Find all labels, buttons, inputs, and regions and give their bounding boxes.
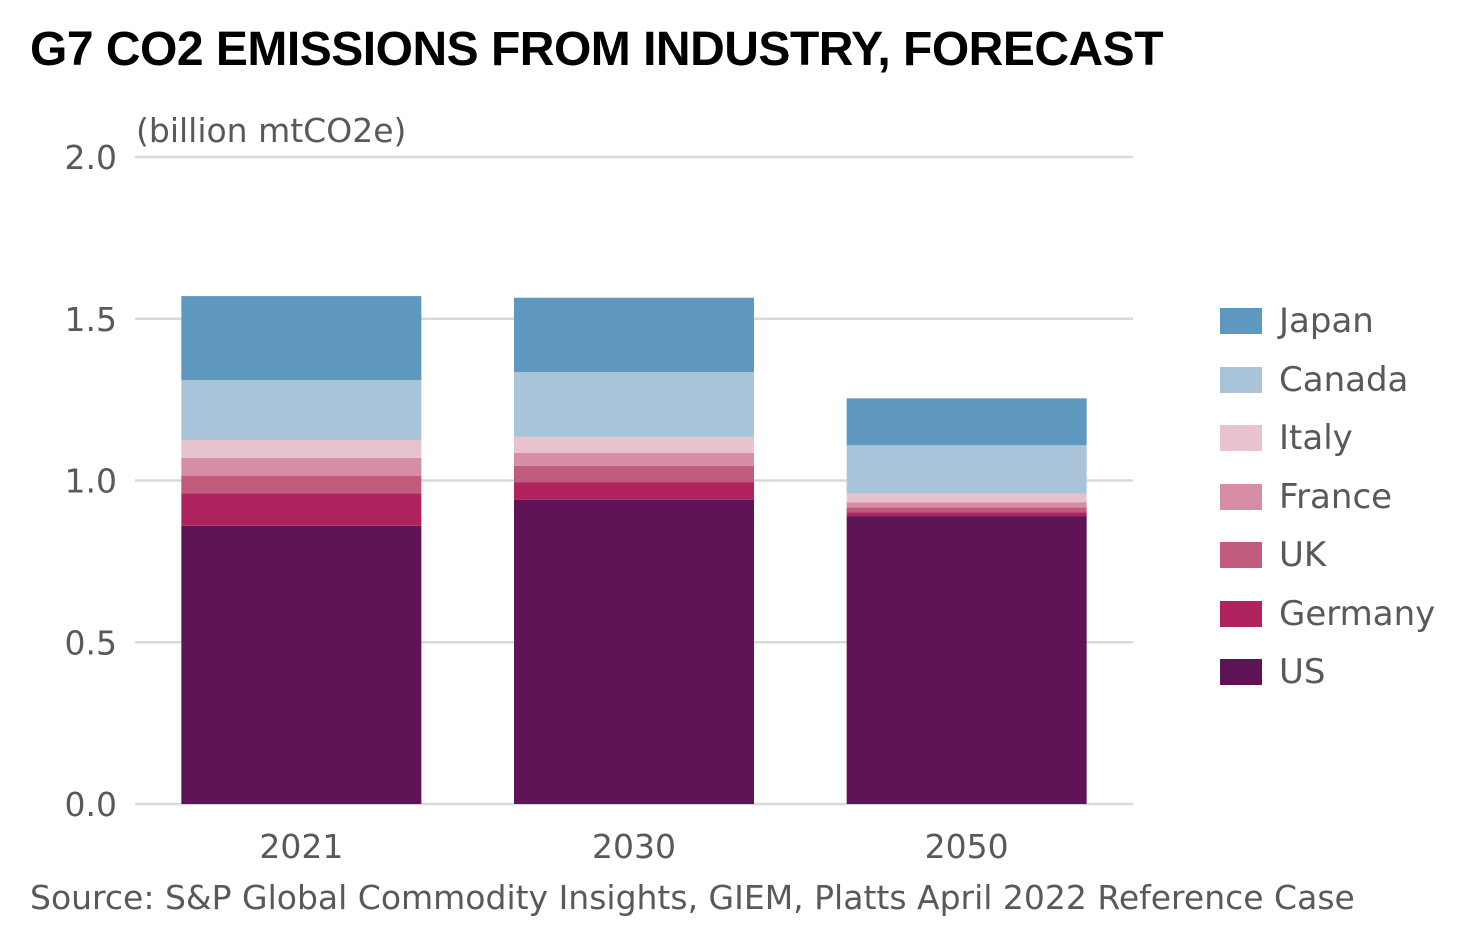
bar-segment-germany-2030 (514, 482, 754, 500)
bar-segment-us-2030 (514, 499, 754, 804)
y-axis-ticks: 0.0 0.5 1.0 1.5 2.0 (65, 138, 117, 824)
legend-item-japan: Japan (1220, 292, 1435, 351)
legend-label: Germany (1279, 593, 1436, 634)
bar-segment-france-2030 (514, 453, 754, 466)
bar-segment-germany-2050 (846, 512, 1087, 517)
legend-label: US (1279, 652, 1326, 693)
bar-segment-italy-2050 (846, 493, 1087, 503)
legend-label: UK (1279, 535, 1327, 576)
legend-item-italy: Italy (1220, 409, 1435, 468)
legend-item-uk: UK (1220, 526, 1435, 585)
bar-segment-germany-2021 (181, 493, 422, 526)
legend-item-germany: Germany (1220, 585, 1435, 644)
bar-segment-uk-2030 (514, 465, 754, 483)
bar-segment-italy-2030 (514, 436, 754, 454)
legend-label: France (1279, 476, 1393, 517)
legend-swatch (1220, 308, 1262, 335)
bar-segment-japan-2030 (514, 297, 754, 373)
y-axis-title: (billion mtCO2e) (136, 111, 406, 150)
bar-segment-japan-2021 (181, 296, 422, 381)
legend-item-us: US (1220, 643, 1435, 702)
x-axis-ticks: 2021 2030 2050 (259, 827, 1008, 866)
bar-segment-us-2050 (846, 516, 1087, 804)
bar-segment-uk-2021 (181, 475, 422, 494)
y-tick-label: 1.0 (65, 462, 117, 501)
y-tick-label: 0.5 (65, 623, 117, 662)
legend-swatch (1220, 366, 1262, 393)
bar-segment-italy-2021 (181, 440, 422, 458)
source-note: Source: S&P Global Commodity Insights, G… (30, 878, 1355, 917)
legend-swatch (1220, 483, 1262, 510)
bar-segment-uk-2050 (846, 507, 1087, 513)
x-tick-label: 2030 (592, 827, 676, 866)
legend-swatch (1220, 600, 1262, 627)
x-tick-label: 2021 (259, 827, 343, 866)
bar-segment-us-2021 (181, 525, 422, 804)
legend-label: Canada (1279, 359, 1409, 400)
bar-segment-france-2050 (846, 502, 1087, 508)
legend-item-canada: Canada (1220, 351, 1435, 410)
legend-label: Japan (1279, 301, 1374, 342)
chart-title: G7 CO2 EMISSIONS FROM INDUSTRY, FORECAST (30, 23, 1164, 76)
legend-swatch (1220, 425, 1262, 452)
bar-segment-france-2021 (181, 457, 422, 476)
legend-label: Italy (1279, 418, 1353, 459)
legend-swatch (1220, 659, 1262, 686)
legend-item-france: France (1220, 468, 1435, 527)
y-tick-label: 2.0 (65, 138, 117, 177)
legend: Japan Canada Italy France UK Germany US (1220, 292, 1435, 702)
y-tick-label: 1.5 (65, 300, 117, 339)
x-tick-label: 2050 (925, 827, 1009, 866)
bar-segment-canada-2030 (514, 372, 754, 437)
bar-segment-canada-2021 (181, 380, 422, 441)
bar-segment-japan-2050 (846, 398, 1087, 446)
bar-stacks (181, 296, 1087, 804)
legend-swatch (1220, 542, 1262, 569)
y-tick-label: 0.0 (65, 785, 117, 824)
bar-segment-canada-2050 (846, 445, 1087, 494)
